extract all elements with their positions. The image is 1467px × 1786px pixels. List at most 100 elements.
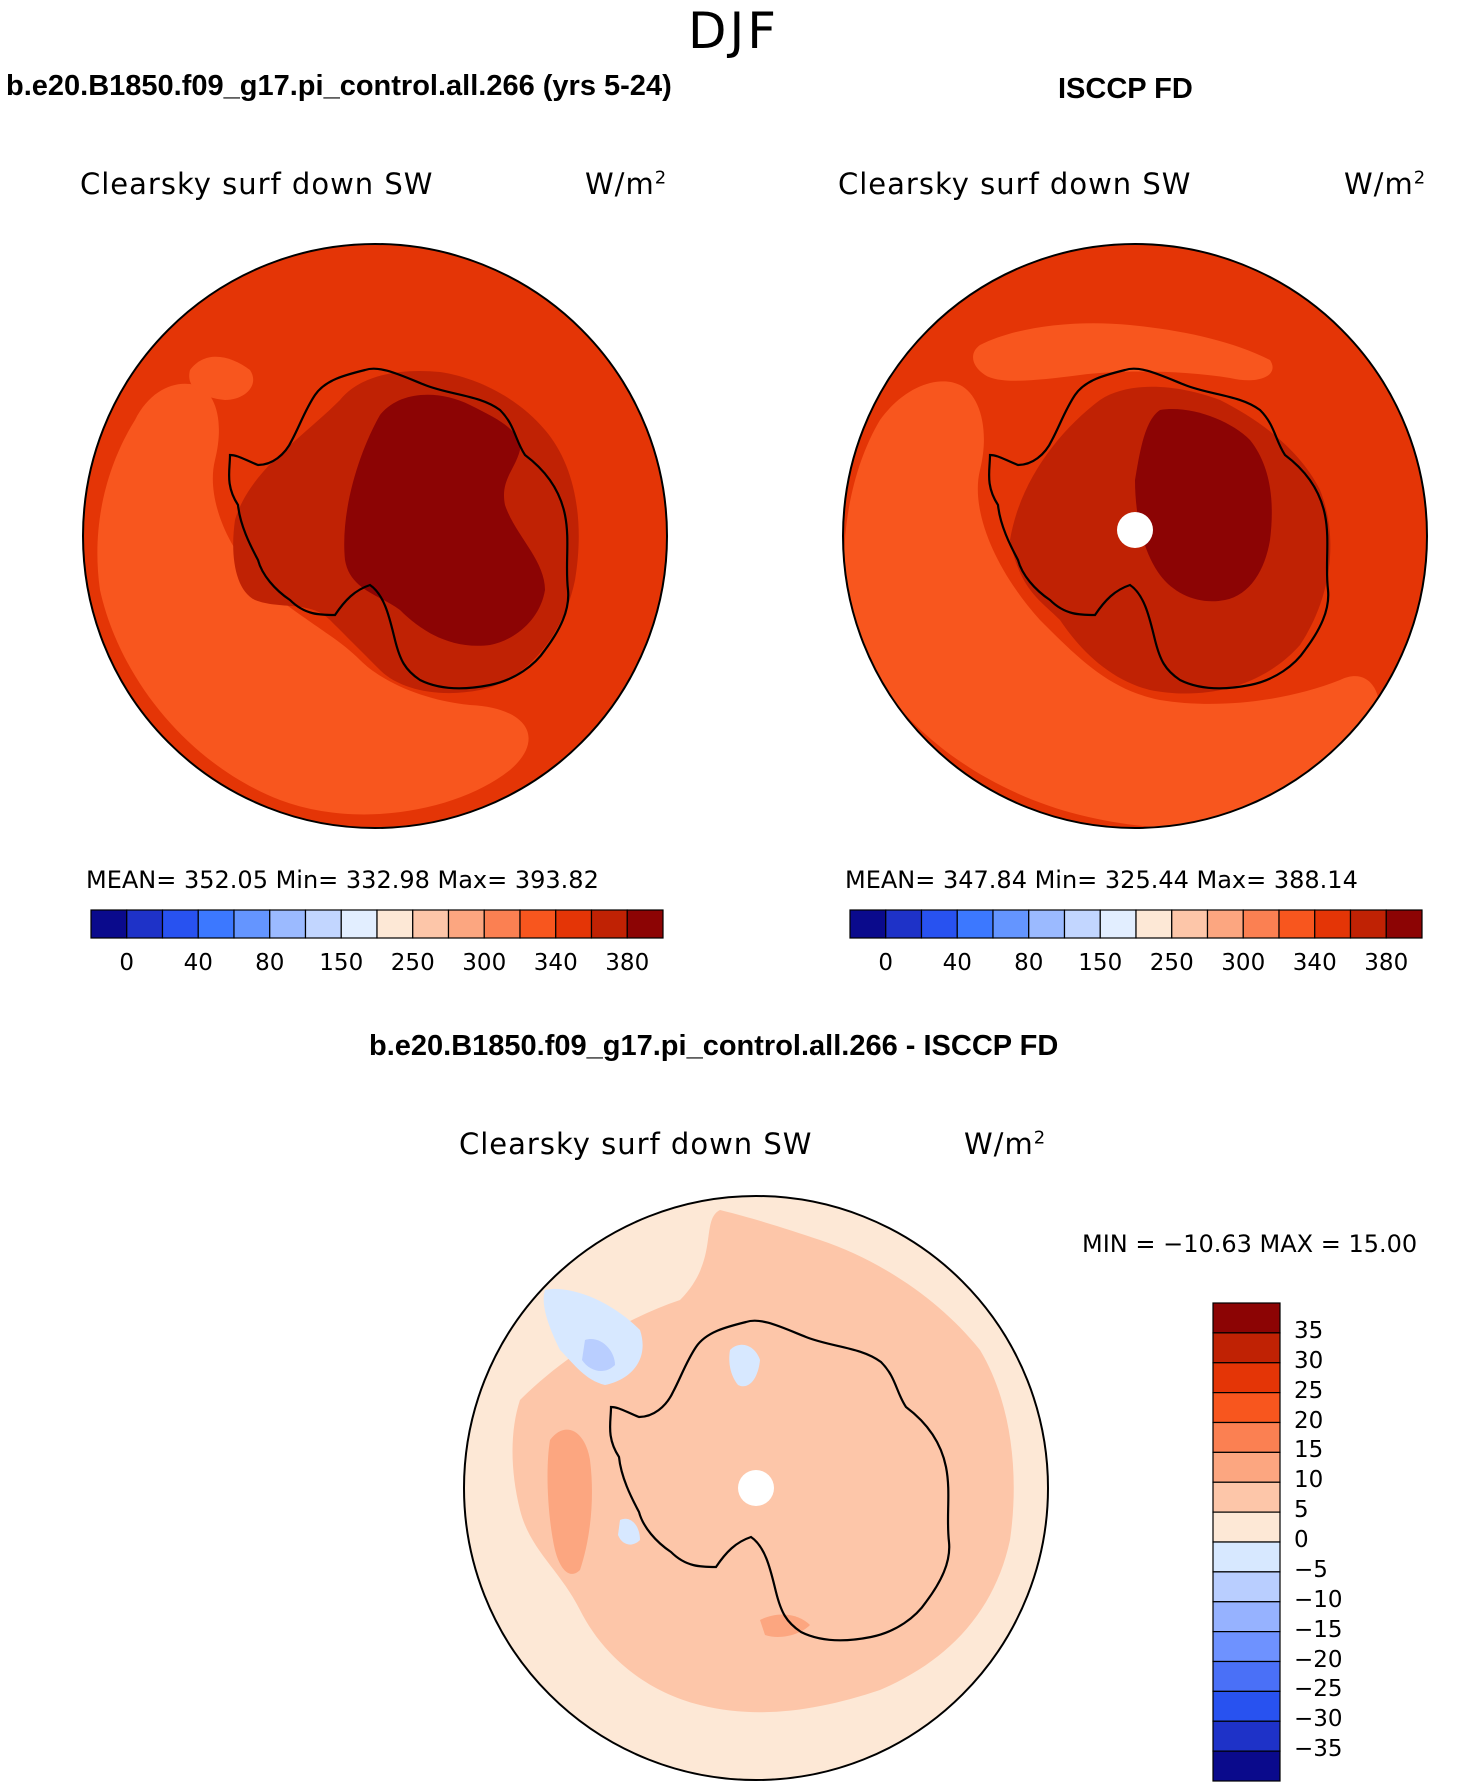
- right-colorbar-box: [956, 909, 994, 939]
- left-map-ocean-band-north: [189, 356, 254, 400]
- left-colorbar-tick-label: 80: [255, 950, 285, 976]
- left-colorbar-box: [304, 909, 342, 939]
- diff-colorbar-box: [1212, 1690, 1281, 1722]
- diff-colorbar-box: [1212, 1332, 1281, 1364]
- left-colorbar-tick-label: 150: [319, 950, 364, 976]
- diff-colorbar-box: [1212, 1481, 1281, 1513]
- diff-colorbar-tick-label: −5: [1294, 1556, 1328, 1583]
- right-colorbar-tick-label: 380: [1364, 950, 1409, 976]
- left-colorbar-box: [340, 909, 378, 939]
- diff-colorbar-box: [1212, 1451, 1281, 1483]
- antarctica-coastline-diff: [609, 1319, 951, 1642]
- diff-colorbar-tick-label: 0: [1294, 1527, 1309, 1553]
- diff-panel-title: b.e20.B1850.f09_g17.pi_control.all.266 -…: [369, 1030, 1059, 1062]
- left-map-ocean-band: [97, 383, 529, 815]
- diff-colorbar-box: [1212, 1750, 1281, 1782]
- left-colorbar-box: [269, 909, 307, 939]
- diff-map-negative-region-2: [582, 1339, 615, 1372]
- left-colorbar-box: [197, 909, 235, 939]
- diff-colorbar-box: [1212, 1362, 1281, 1394]
- diff-colorbar: [1212, 1302, 1281, 1782]
- right-map-border: [842, 243, 1428, 829]
- diff-map-missing-pole: [738, 1470, 774, 1506]
- right-stats: MEAN= 347.84 Min= 325.44 Max= 388.14: [845, 866, 1358, 894]
- diff-colorbar-box: [1212, 1302, 1281, 1334]
- diff-colorbar-box: [1212, 1601, 1281, 1633]
- diff-map-positive-strong: [547, 1429, 592, 1574]
- diff-map-negative-region: [543, 1289, 643, 1385]
- left-units-label: W/m2: [585, 167, 668, 201]
- left-colorbar-box: [376, 909, 414, 939]
- antarctica-coastline-right: [988, 367, 1330, 690]
- right-colorbar-box: [1206, 909, 1244, 939]
- right-colorbar-box: [1314, 909, 1352, 939]
- diff-units-label: W/m2: [964, 1127, 1047, 1161]
- left-colorbar-box: [555, 909, 593, 939]
- diff-colorbar-box: [1212, 1720, 1281, 1752]
- diff-colorbar-tick-label: −15: [1294, 1616, 1343, 1643]
- left-colorbar-box: [590, 909, 628, 939]
- left-colorbar-box: [233, 909, 271, 939]
- right-colorbar-box: [1171, 909, 1209, 939]
- right-map-ocean-band-north: [973, 323, 1273, 381]
- season-title: DJF: [687, 2, 779, 60]
- right-colorbar-box: [1349, 909, 1387, 939]
- diff-map-positive-strong-2: [760, 1614, 810, 1637]
- right-map-missing-pole: [1117, 512, 1153, 548]
- left-colorbar-tick-label: 380: [605, 950, 650, 976]
- left-colorbar-tick-label: 250: [390, 950, 435, 976]
- diff-colorbar-box: [1212, 1392, 1281, 1424]
- right-panel-title: ISCCP FD: [1058, 73, 1193, 105]
- left-colorbar-box: [483, 909, 521, 939]
- left-variable-label: Clearsky surf down SW: [80, 167, 434, 201]
- left-map-border: [82, 243, 668, 829]
- left-colorbar-box: [447, 909, 485, 939]
- left-stats: MEAN= 352.05 Min= 332.98 Max= 393.82: [86, 866, 599, 894]
- diff-colorbar-tick-label: 20: [1294, 1407, 1324, 1434]
- left-colorbar-box: [412, 909, 450, 939]
- right-map-ocean-band: [844, 381, 1380, 828]
- right-colorbar-box: [1385, 909, 1423, 939]
- right-colorbar-box: [1242, 909, 1280, 939]
- diff-colorbar-tick-label: 5: [1294, 1497, 1309, 1524]
- right-colorbar-box: [1028, 909, 1066, 939]
- right-colorbar-box: [1099, 909, 1137, 939]
- right-colorbar-box: [849, 909, 887, 939]
- diff-colorbar-tick-label: −35: [1294, 1736, 1343, 1763]
- right-variable-label: Clearsky surf down SW: [838, 167, 1192, 201]
- left-colorbar-tick-label: 0: [119, 950, 135, 976]
- left-colorbar-box: [126, 909, 164, 939]
- antarctica-coastline-left: [228, 367, 570, 690]
- diff-polar-map: [463, 1195, 1049, 1781]
- diff-colorbar-box: [1212, 1541, 1281, 1573]
- left-panel-title: b.e20.B1850.f09_g17.pi_control.all.266 (…: [6, 70, 672, 102]
- diff-colorbar-tick-label: 25: [1294, 1377, 1324, 1404]
- left-colorbar-box: [90, 909, 128, 939]
- diff-map-negative-coast: [618, 1518, 640, 1545]
- diff-stats: MIN = −10.63 MAX = 15.00: [1082, 1230, 1418, 1258]
- left-colorbar-tick-label: 340: [533, 950, 578, 976]
- left-colorbar-box: [519, 909, 557, 939]
- right-colorbar-tick-label: 0: [878, 950, 894, 976]
- right-colorbar-box: [920, 909, 958, 939]
- right-colorbar-box: [992, 909, 1030, 939]
- diff-map-border: [463, 1195, 1049, 1781]
- right-colorbar-tick-label: 40: [942, 950, 972, 976]
- diff-colorbar-tick-label: −25: [1294, 1676, 1343, 1703]
- left-polar-map: [82, 243, 668, 829]
- diff-colorbar-tick-label: −30: [1294, 1706, 1343, 1733]
- left-colorbar-box: [626, 909, 664, 939]
- diff-variable-label: Clearsky surf down SW: [459, 1127, 813, 1161]
- right-colorbar-box: [1063, 909, 1101, 939]
- diff-colorbar-tick-label: −20: [1294, 1646, 1343, 1673]
- right-colorbar-tick-label: 150: [1078, 950, 1123, 976]
- right-polar-map: [842, 243, 1428, 829]
- left-colorbar: [90, 909, 664, 939]
- diff-colorbar-box: [1212, 1571, 1281, 1603]
- diff-colorbar-box: [1212, 1421, 1281, 1453]
- right-colorbar: [849, 909, 1423, 939]
- right-colorbar-box: [1135, 909, 1173, 939]
- left-colorbar-box: [161, 909, 199, 939]
- right-colorbar-tick-label: 340: [1292, 950, 1337, 976]
